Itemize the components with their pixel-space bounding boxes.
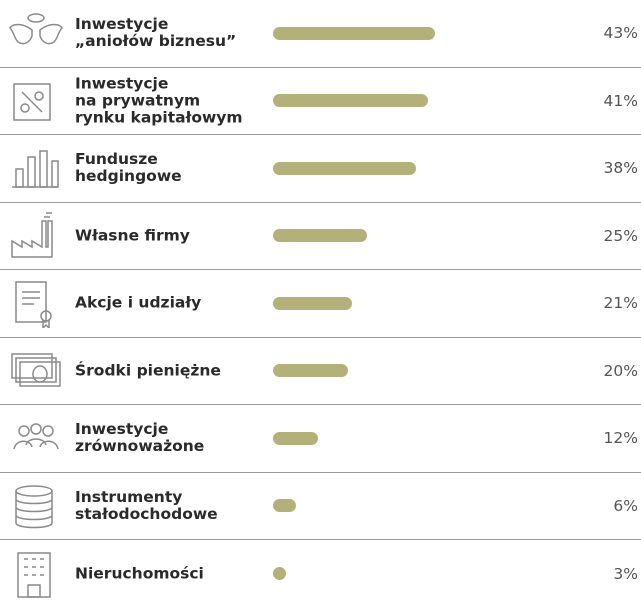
bar <box>273 26 436 40</box>
icon <box>17 552 51 598</box>
category-label: Własne firmy <box>75 226 190 245</box>
icon <box>15 281 52 329</box>
value-label: 20% <box>603 361 638 380</box>
value-label: 12% <box>603 429 638 448</box>
icon <box>9 13 63 45</box>
value-label: 43% <box>603 24 638 43</box>
bar <box>273 499 296 513</box>
bar <box>273 567 286 581</box>
bar <box>273 296 353 310</box>
row: Nieruchomości 3% <box>0 540 641 608</box>
category-label: Inwestycje zrównoważone <box>75 420 205 456</box>
category-label: Środki pieniężne <box>75 361 221 380</box>
bar <box>273 229 368 243</box>
category-label: Instrumenty stałodochodowe <box>75 487 218 523</box>
bar <box>273 94 428 108</box>
row: Fundusze hedgingowe 38% <box>0 135 641 203</box>
value-label: 3% <box>613 564 638 583</box>
value-label: 25% <box>603 226 638 245</box>
icon <box>13 83 51 121</box>
icon <box>11 353 61 387</box>
bar <box>273 161 417 175</box>
value-label: 6% <box>613 496 638 515</box>
value-label: 38% <box>603 159 638 178</box>
row: Inwestycje „aniołów biznesu” 43% <box>0 0 641 68</box>
row: Własne firmy 25% <box>0 203 641 270</box>
icon <box>13 423 59 450</box>
value-label: 41% <box>603 91 638 110</box>
bar <box>273 431 319 445</box>
row: Akcje i udziały 21% <box>0 270 641 338</box>
category-label: Fundusze hedgingowe <box>75 150 182 186</box>
row: Inwestycje na prywatnym rynku kapitałowy… <box>0 68 641 135</box>
category-label: Akcje i udziały <box>75 293 202 312</box>
icon <box>12 150 59 188</box>
category-label: Inwestycje „aniołów biznesu” <box>75 15 237 51</box>
row: Środki pieniężne 20% <box>0 338 641 405</box>
row: Instrumenty stałodochodowe 6% <box>0 473 641 540</box>
category-label: Inwestycje na prywatnym rynku kapitałowy… <box>75 74 243 127</box>
category-label: Nieruchomości <box>75 564 204 583</box>
row: Inwestycje zrównoważone 12% <box>0 405 641 473</box>
icon <box>11 212 53 258</box>
value-label: 21% <box>603 294 638 313</box>
bar <box>273 364 349 378</box>
icon <box>15 485 53 528</box>
